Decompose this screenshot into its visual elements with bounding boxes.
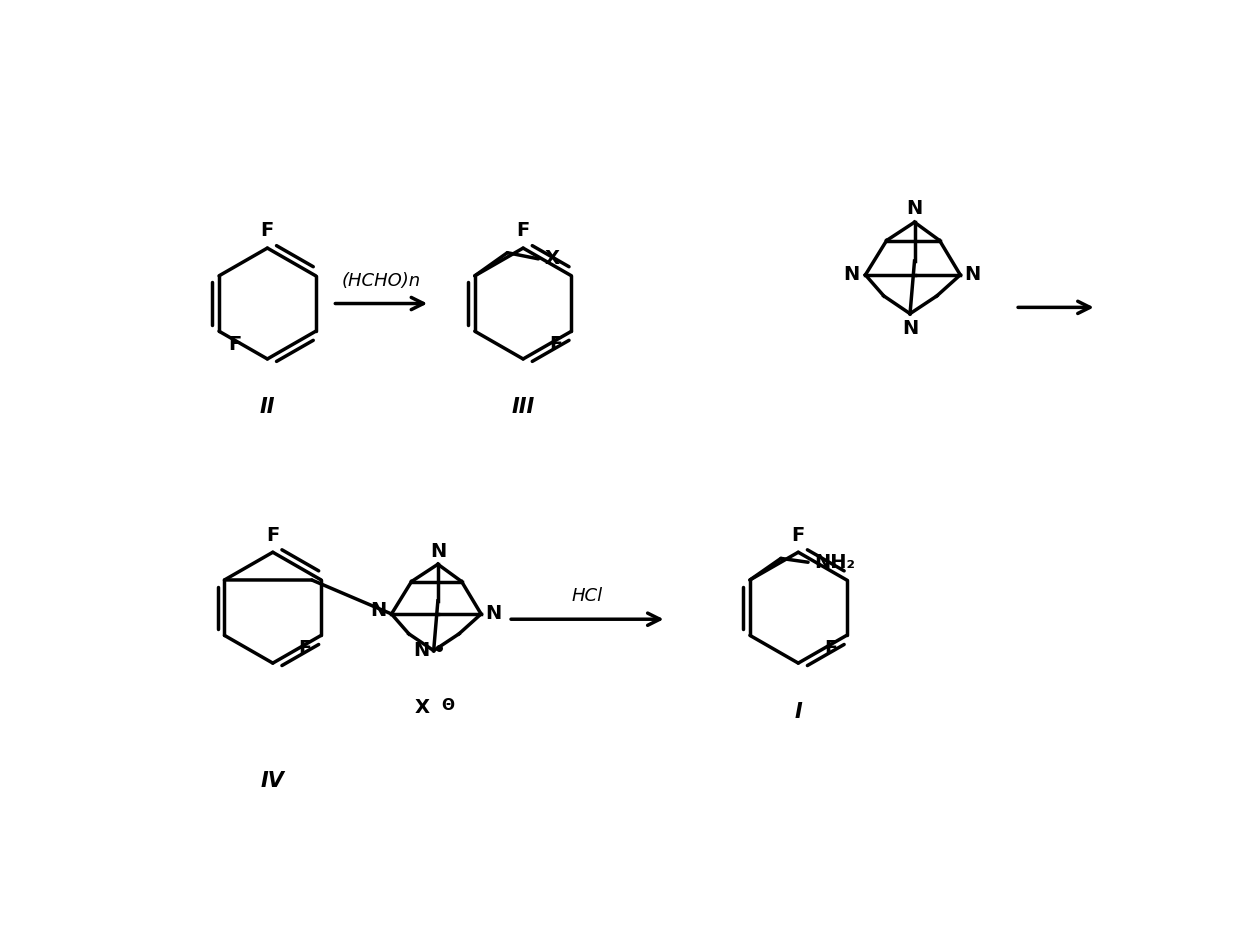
Text: F: F (228, 335, 242, 354)
Text: F: F (260, 221, 274, 240)
Text: F: F (517, 221, 529, 240)
Text: III: III (511, 398, 534, 417)
Text: HCl: HCl (572, 587, 603, 605)
Text: (HCHO)n: (HCHO)n (342, 272, 420, 290)
Text: F: F (549, 335, 562, 354)
Text: F: F (825, 639, 837, 658)
Text: II: II (259, 398, 275, 417)
Text: X: X (415, 698, 430, 718)
Text: N: N (485, 604, 501, 624)
Text: F: F (267, 525, 279, 545)
Text: N: N (965, 265, 981, 284)
Text: N: N (430, 541, 446, 561)
Text: F: F (299, 639, 311, 658)
Text: NH₂: NH₂ (815, 552, 856, 572)
Text: F: F (791, 525, 805, 545)
Text: X: X (544, 250, 559, 268)
Text: N: N (901, 319, 918, 339)
Text: IV: IV (260, 771, 285, 791)
Text: N: N (906, 200, 923, 219)
Text: N: N (843, 265, 859, 284)
Text: Θ: Θ (441, 698, 455, 713)
Text: I: I (795, 702, 802, 721)
Text: N: N (370, 600, 386, 620)
Text: N: N (413, 642, 430, 660)
